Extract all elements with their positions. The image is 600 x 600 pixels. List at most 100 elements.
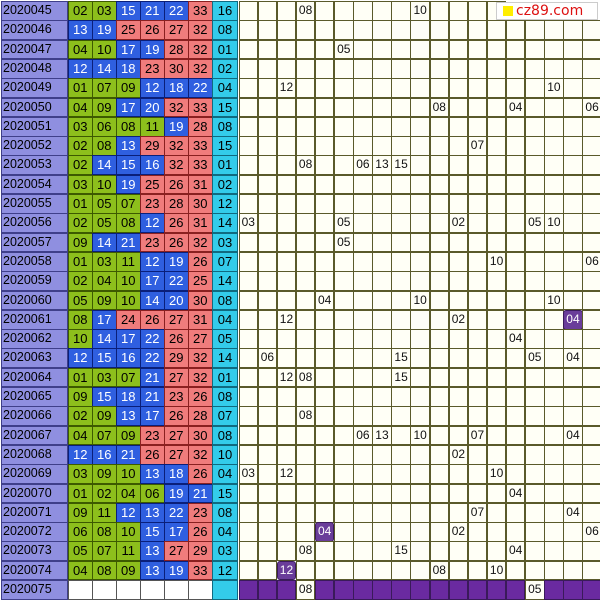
trend-cell[interactable]: [314, 464, 335, 484]
trend-cell[interactable]: [544, 271, 564, 291]
trend-cell-hit[interactable]: 08: [429, 560, 450, 581]
trend-cell[interactable]: [295, 20, 316, 41]
trend-cell[interactable]: [257, 444, 278, 465]
trend-cell[interactable]: [525, 541, 545, 562]
trend-cell[interactable]: [505, 348, 526, 369]
trend-cell[interactable]: [486, 406, 507, 427]
trend-cell-hit[interactable]: 04: [563, 348, 583, 369]
trend-cell[interactable]: [448, 541, 469, 562]
trend-cell[interactable]: [544, 367, 564, 388]
trend-cell[interactable]: [353, 522, 373, 542]
trend-cell[interactable]: [314, 425, 335, 446]
trend-cell[interactable]: [429, 290, 450, 311]
trend-cell[interactable]: [372, 406, 392, 427]
trend-cell[interactable]: [563, 406, 583, 427]
trend-cell[interactable]: [448, 136, 469, 156]
trend-cell[interactable]: [429, 271, 450, 291]
trend-cell[interactable]: [238, 174, 259, 195]
trend-cell-hit[interactable]: 15: [391, 541, 411, 562]
trend-cell[interactable]: [505, 78, 526, 98]
trend-cell[interactable]: [582, 425, 600, 446]
trend-cell[interactable]: [448, 425, 469, 446]
trend-cell[interactable]: [505, 213, 526, 234]
trend-cell[interactable]: [467, 213, 488, 234]
trend-cell-hit[interactable]: 15: [391, 367, 411, 388]
trend-cell[interactable]: [582, 329, 600, 349]
trend-cell[interactable]: [429, 155, 450, 176]
trend-cell[interactable]: [582, 194, 600, 214]
trend-cell[interactable]: [505, 425, 526, 446]
trend-cell[interactable]: [238, 560, 259, 581]
trend-cell[interactable]: [314, 155, 335, 176]
trend-cell[interactable]: [563, 522, 583, 542]
trend-cell[interactable]: [257, 560, 278, 581]
trend-cell[interactable]: [486, 20, 507, 41]
trend-cell-hit[interactable]: 08: [295, 541, 316, 562]
trend-cell-hit[interactable]: 06: [582, 97, 600, 118]
trend-cell[interactable]: [429, 194, 450, 214]
trend-cell[interactable]: [486, 309, 507, 330]
trend-cell[interactable]: [391, 406, 411, 427]
trend-cell[interactable]: [334, 174, 354, 195]
trend-cell[interactable]: [372, 309, 392, 330]
trend-cell[interactable]: [505, 174, 526, 195]
trend-cell[interactable]: [525, 251, 545, 272]
trend-cell[interactable]: [544, 232, 564, 253]
trend-cell[interactable]: [372, 116, 392, 137]
trend-cell[interactable]: [391, 232, 411, 253]
trend-cell[interactable]: [467, 541, 488, 562]
trend-cell[interactable]: [429, 174, 450, 195]
trend-cell-hit[interactable]: 08: [295, 406, 316, 427]
trend-cell-hit[interactable]: 06: [353, 425, 373, 446]
trend-cell[interactable]: [295, 464, 316, 484]
trend-cell-hit[interactable]: 02: [448, 309, 469, 330]
trend-cell-hit[interactable]: 10: [544, 78, 564, 98]
trend-cell[interactable]: [467, 464, 488, 484]
trend-cell[interactable]: [372, 39, 392, 60]
trend-cell[interactable]: [410, 58, 430, 79]
trend-cell[interactable]: [429, 1, 450, 21]
site-logo[interactable]: cz89.com: [496, 2, 598, 20]
trend-cell[interactable]: [525, 387, 545, 407]
trend-cell-hit[interactable]: 04: [505, 483, 526, 504]
trend-cell[interactable]: [238, 271, 259, 291]
trend-cell[interactable]: [372, 20, 392, 41]
trend-cell-hit[interactable]: 15: [391, 155, 411, 176]
trend-cell[interactable]: [582, 58, 600, 79]
trend-cell[interactable]: [295, 425, 316, 446]
trend-cell-hit[interactable]: 10: [410, 425, 430, 446]
trend-cell[interactable]: [353, 251, 373, 272]
trend-cell[interactable]: [295, 290, 316, 311]
trend-cell[interactable]: [486, 213, 507, 234]
trend-cell-hit[interactable]: 10: [486, 464, 507, 484]
trend-cell[interactable]: [467, 97, 488, 118]
trend-cell[interactable]: [544, 174, 564, 195]
trend-cell[interactable]: [486, 483, 507, 504]
trend-cell[interactable]: [429, 116, 450, 137]
trend-cell[interactable]: [391, 136, 411, 156]
trend-cell[interactable]: [563, 483, 583, 504]
trend-cell[interactable]: [429, 483, 450, 504]
trend-cell[interactable]: [257, 58, 278, 79]
trend-cell-hit[interactable]: 08: [295, 1, 316, 21]
trend-cell[interactable]: [505, 58, 526, 79]
trend-cell[interactable]: [467, 194, 488, 214]
trend-cell-hit[interactable]: 06: [582, 251, 600, 272]
trend-cell-hit[interactable]: 04: [314, 522, 335, 542]
trend-cell[interactable]: [238, 425, 259, 446]
trend-cell-hit[interactable]: 12: [276, 309, 297, 330]
trend-cell[interactable]: [257, 116, 278, 137]
trend-cell[interactable]: [334, 309, 354, 330]
trend-cell[interactable]: [314, 483, 335, 504]
trend-cell[interactable]: [257, 251, 278, 272]
trend-cell[interactable]: [410, 251, 430, 272]
trend-cell[interactable]: [238, 39, 259, 60]
trend-cell[interactable]: [353, 194, 373, 214]
trend-cell[interactable]: [391, 58, 411, 79]
trend-cell[interactable]: [563, 541, 583, 562]
trend-cell[interactable]: [257, 213, 278, 234]
trend-cell[interactable]: [257, 39, 278, 60]
trend-cell[interactable]: [486, 502, 507, 523]
trend-cell[interactable]: [563, 464, 583, 484]
trend-cell[interactable]: [563, 387, 583, 407]
